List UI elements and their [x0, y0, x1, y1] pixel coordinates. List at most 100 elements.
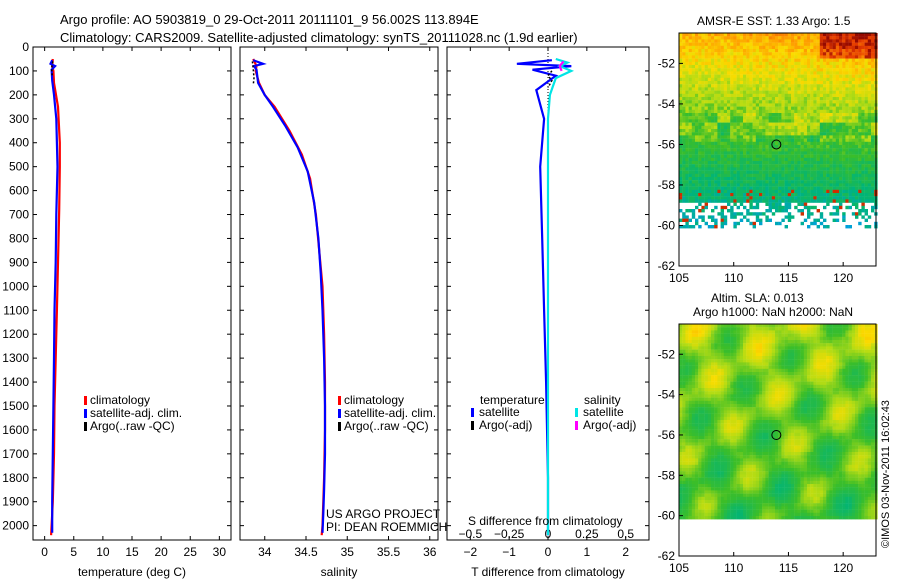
map-cell	[858, 157, 862, 162]
map-cell	[851, 55, 856, 59]
map-cell	[867, 340, 872, 344]
map-cell	[791, 349, 795, 353]
map-cell	[720, 103, 724, 107]
map-cell	[775, 151, 779, 155]
map-cell	[848, 97, 852, 101]
map-cell	[762, 129, 766, 133]
map-cell	[727, 52, 731, 56]
map-cell	[775, 68, 779, 72]
map-cell	[765, 33, 769, 37]
map-cell	[807, 161, 811, 165]
map-cell	[791, 196, 795, 200]
map-cell	[835, 93, 840, 98]
map-cell	[781, 68, 785, 72]
map-cell	[855, 151, 859, 155]
map-cell	[704, 161, 708, 165]
map-cell	[839, 359, 843, 363]
map-cell	[835, 145, 840, 149]
map-cell	[698, 372, 702, 376]
map-cell	[723, 170, 728, 174]
map-cell	[781, 61, 785, 66]
map-cell	[771, 138, 776, 142]
map-cell	[832, 93, 836, 98]
map-cell	[682, 186, 686, 190]
map-cell	[858, 340, 862, 344]
map-cell	[784, 39, 788, 43]
map-cell	[867, 196, 872, 200]
map-cell	[781, 343, 785, 347]
map-cell	[698, 113, 702, 117]
map-cell	[746, 199, 750, 203]
map-cell	[871, 365, 875, 369]
map-cell	[791, 151, 795, 155]
map-cell	[845, 113, 849, 117]
map-cell	[813, 199, 817, 203]
map-cell	[829, 109, 833, 114]
map-cell	[755, 205, 760, 210]
map-cell	[720, 109, 724, 114]
map-cell	[829, 90, 833, 94]
map-cell	[800, 116, 804, 120]
map-cell	[711, 65, 715, 69]
map-cell	[727, 209, 731, 213]
map-cell	[794, 55, 798, 59]
map-cell	[688, 167, 692, 171]
map-cell	[861, 119, 865, 123]
map-cell	[746, 368, 750, 373]
map-cell	[717, 349, 721, 353]
map-cell	[714, 170, 718, 174]
map-cell	[771, 36, 776, 40]
map-cell	[794, 333, 798, 337]
map-cell	[771, 109, 776, 114]
map-cell	[765, 132, 769, 136]
map-cell	[848, 81, 852, 85]
map-cell	[701, 145, 705, 149]
x-tick-label: 10	[96, 545, 110, 559]
map-cell	[800, 359, 804, 363]
map-cell	[829, 119, 833, 123]
map-cell	[691, 154, 696, 158]
map-cell	[778, 330, 782, 334]
map-cell	[864, 129, 868, 133]
map-cell	[800, 61, 804, 66]
map-cell	[691, 164, 696, 168]
map-cell	[695, 384, 699, 389]
map-cell	[723, 129, 728, 133]
map-cell	[855, 116, 859, 120]
map-cell	[749, 381, 753, 385]
map-cell	[826, 193, 830, 197]
map-cell	[746, 42, 750, 46]
map-cell	[752, 372, 756, 376]
map-cell	[778, 113, 782, 117]
map-cell	[714, 138, 718, 142]
map-cell	[746, 324, 750, 328]
map-cell	[784, 193, 788, 197]
map-cell	[768, 135, 772, 139]
map-cell	[787, 196, 792, 200]
map-cell	[842, 71, 846, 75]
map-cell	[752, 74, 756, 78]
map-cell	[794, 106, 798, 110]
map-cell	[858, 356, 862, 360]
map-cell	[682, 106, 686, 110]
map-cell	[775, 93, 779, 98]
map-cell	[762, 61, 766, 66]
series-line-salinity-argo-adj-	[558, 60, 565, 72]
map-cell	[781, 183, 785, 187]
map-cell	[762, 170, 766, 174]
map-cell	[759, 212, 763, 216]
map-cell	[851, 170, 856, 174]
map-cell	[832, 362, 836, 366]
map-cell	[810, 167, 814, 171]
map-cell	[679, 116, 683, 120]
map-cell	[682, 333, 686, 337]
map-cell	[717, 327, 721, 331]
map-cell	[746, 138, 750, 142]
map-cell	[695, 36, 699, 40]
map-cell	[864, 141, 868, 146]
map-cell	[839, 93, 843, 98]
map-cell	[810, 330, 814, 334]
map-cell	[723, 324, 728, 328]
map-cell	[791, 71, 795, 75]
